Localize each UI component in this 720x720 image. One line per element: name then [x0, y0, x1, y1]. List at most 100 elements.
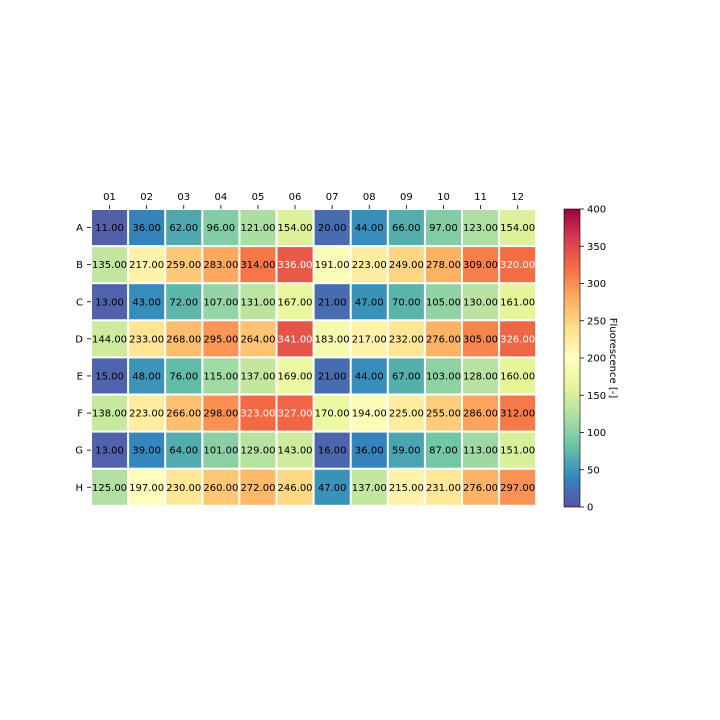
cell-F06	[277, 395, 313, 431]
cell-label-C02: 43.00	[132, 297, 161, 308]
cell-G07	[314, 432, 350, 468]
cell-label-H04: 260.00	[203, 483, 238, 494]
cell-D10	[425, 321, 461, 357]
cell-label-E02: 48.00	[132, 371, 161, 382]
cell-F02	[129, 395, 165, 431]
cell-label-C01: 13.00	[95, 297, 124, 308]
row-label-D: D	[75, 334, 83, 345]
cell-C08	[351, 284, 387, 320]
cell-D04	[203, 321, 239, 357]
cell-label-D05: 264.00	[240, 334, 275, 345]
cell-F09	[388, 395, 424, 431]
cell-label-C05: 131.00	[240, 297, 275, 308]
cell-D03	[166, 321, 202, 357]
cell-H01	[92, 469, 128, 505]
cell-label-H02: 197.00	[129, 483, 164, 494]
cell-label-H07: 47.00	[318, 483, 347, 494]
cell-H08	[351, 469, 387, 505]
cell-F05	[240, 395, 276, 431]
cell-F08	[351, 395, 387, 431]
cell-label-B04: 283.00	[203, 260, 238, 271]
cell-A01	[92, 210, 128, 246]
colorbar-tick-label: 0	[587, 503, 593, 514]
cell-B08	[351, 247, 387, 283]
cell-D11	[463, 321, 499, 357]
cell-E06	[277, 358, 313, 394]
colorbar-tick-label: 250	[587, 316, 606, 327]
cell-E01	[92, 358, 128, 394]
cell-label-D09: 232.00	[389, 334, 424, 345]
cell-A10	[425, 210, 461, 246]
cell-label-F07: 170.00	[315, 409, 350, 420]
row-label-A: A	[76, 223, 83, 234]
cell-B04	[203, 247, 239, 283]
cell-label-E07: 21.00	[318, 371, 347, 382]
column-label-04: 04	[214, 192, 227, 203]
cell-C09	[388, 284, 424, 320]
cell-label-H01: 125.00	[92, 483, 127, 494]
cell-A06	[277, 210, 313, 246]
cell-label-C06: 167.00	[278, 297, 313, 308]
cell-label-C09: 70.00	[392, 297, 421, 308]
cell-B07	[314, 247, 350, 283]
row-label-F: F	[77, 409, 83, 420]
cell-label-C08: 47.00	[355, 297, 384, 308]
column-label-06: 06	[289, 192, 302, 203]
cell-label-A02: 36.00	[132, 223, 161, 234]
cell-D09	[388, 321, 424, 357]
cell-label-B08: 223.00	[352, 260, 387, 271]
cell-C06	[277, 284, 313, 320]
cell-label-G06: 143.00	[278, 446, 313, 457]
cell-label-H09: 215.00	[389, 483, 424, 494]
colorbar-tick-label: 350	[587, 242, 606, 253]
cell-F04	[203, 395, 239, 431]
column-label-09: 09	[400, 192, 413, 203]
cell-G01	[92, 432, 128, 468]
cell-label-B06: 336.00	[278, 260, 313, 271]
cell-label-F09: 225.00	[389, 409, 424, 420]
cell-H02	[129, 469, 165, 505]
cell-label-E06: 169.00	[278, 371, 313, 382]
row-ticks: A B C D E F G H	[75, 223, 91, 494]
cell-H04	[203, 469, 239, 505]
cell-label-E10: 103.00	[426, 371, 461, 382]
column-label-02: 02	[140, 192, 153, 203]
cell-label-A12: 154.00	[500, 223, 535, 234]
cell-label-D10: 276.00	[426, 334, 461, 345]
cell-label-G10: 87.00	[429, 446, 458, 457]
cell-C05	[240, 284, 276, 320]
cell-G09	[388, 432, 424, 468]
cell-label-G09: 59.00	[392, 446, 421, 457]
colorbar-tick-label: 100	[587, 428, 606, 439]
cell-A09	[388, 210, 424, 246]
cell-A11	[463, 210, 499, 246]
cell-label-A07: 20.00	[318, 223, 347, 234]
cell-D02	[129, 321, 165, 357]
row-label-H: H	[75, 483, 83, 494]
cell-A05	[240, 210, 276, 246]
cell-label-E04: 115.00	[203, 371, 238, 382]
column-label-12: 12	[511, 192, 524, 203]
cell-label-A03: 62.00	[169, 223, 198, 234]
cell-label-F02: 223.00	[129, 409, 164, 420]
cell-label-B10: 278.00	[426, 260, 461, 271]
cell-label-H11: 276.00	[463, 483, 498, 494]
cell-label-A06: 154.00	[278, 223, 313, 234]
cell-B02	[129, 247, 165, 283]
cell-G05	[240, 432, 276, 468]
cell-label-A11: 123.00	[463, 223, 498, 234]
cell-B06	[277, 247, 313, 283]
cell-C12	[500, 284, 536, 320]
cell-label-F06: 327.00	[278, 409, 313, 420]
cell-label-G03: 64.00	[169, 446, 198, 457]
cell-label-H12: 297.00	[500, 483, 535, 494]
cell-A02	[129, 210, 165, 246]
row-label-B: B	[76, 260, 83, 271]
cell-A08	[351, 210, 387, 246]
cell-label-G05: 129.00	[240, 446, 275, 457]
cell-E05	[240, 358, 276, 394]
cell-C03	[166, 284, 202, 320]
cell-label-D06: 341.00	[278, 334, 313, 345]
cell-label-C11: 130.00	[463, 297, 498, 308]
colorbar-label: Fluorescence [-]	[607, 318, 618, 399]
